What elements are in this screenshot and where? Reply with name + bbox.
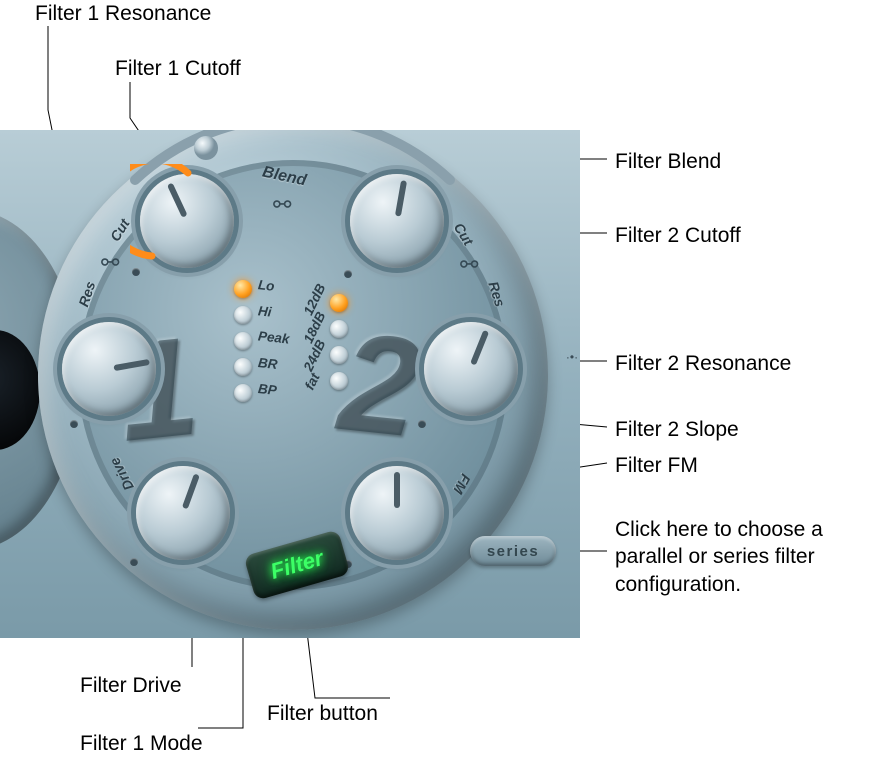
mode-label-lo: Lo xyxy=(257,277,275,294)
link-icon-blend: ⚯ xyxy=(273,192,291,218)
mode-led-hi[interactable] xyxy=(234,306,252,324)
filter-1-cutoff-knob[interactable] xyxy=(140,174,234,268)
mode-label-hi: Hi xyxy=(257,303,272,319)
min-marker xyxy=(130,558,138,566)
filter-routing-label: series xyxy=(487,543,539,560)
filter-2-cutoff-knob[interactable] xyxy=(350,174,444,268)
link-icon-cut2: ⚯ xyxy=(460,252,478,278)
mode-led-peak[interactable] xyxy=(234,332,252,350)
slope-led-fat[interactable] xyxy=(330,372,348,390)
min-marker xyxy=(418,420,426,428)
filter-drive-knob[interactable] xyxy=(136,466,230,560)
min-marker xyxy=(344,270,352,278)
right-edge-decor: ·•· xyxy=(564,340,580,374)
filter-panel: Blend ⚯ 1 2 Cut ⚯ Cut ⚯ Res Res Drive FM xyxy=(0,130,580,638)
mode-led-lo[interactable] xyxy=(234,280,252,298)
mode-led-bp[interactable] xyxy=(234,384,252,402)
mode-label-peak: Peak xyxy=(257,328,290,346)
mode-label-br: BR xyxy=(257,355,278,372)
filter-routing-button[interactable]: series xyxy=(470,536,556,566)
min-marker xyxy=(132,268,140,276)
min-marker xyxy=(70,420,78,428)
slope-led-12[interactable] xyxy=(330,294,348,312)
filter-enable-label: Filter xyxy=(268,545,327,585)
filter-2-resonance-knob[interactable] xyxy=(424,322,518,416)
mode-label-bp: BP xyxy=(257,381,277,398)
filter-1-resonance-knob[interactable] xyxy=(62,322,156,416)
filter-1-mode-leds[interactable] xyxy=(234,280,252,402)
filter-2-slope-leds[interactable] xyxy=(330,294,348,390)
slope-led-24[interactable] xyxy=(330,346,348,364)
filter-fm-knob[interactable] xyxy=(350,466,444,560)
link-icon-cut1: ⚯ xyxy=(101,250,119,276)
slope-led-18[interactable] xyxy=(330,320,348,338)
mode-led-br[interactable] xyxy=(234,358,252,376)
left-disc-hole xyxy=(0,330,40,450)
